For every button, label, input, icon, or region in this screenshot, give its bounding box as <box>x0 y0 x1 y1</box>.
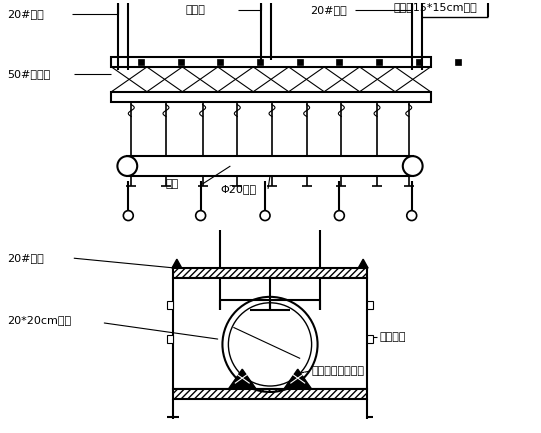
Text: Φ20钢筋: Φ20钢筋 <box>221 184 256 194</box>
Bar <box>173 268 367 278</box>
Text: 现状管线: 现状管线 <box>379 333 406 343</box>
Circle shape <box>334 210 344 220</box>
Text: 20#槽钢: 20#槽钢 <box>8 253 44 263</box>
Bar <box>337 59 342 65</box>
Bar <box>138 59 144 65</box>
Bar <box>456 59 461 65</box>
Polygon shape <box>358 259 368 268</box>
Circle shape <box>403 156 423 176</box>
Text: 钢丝绳: 钢丝绳 <box>186 6 206 16</box>
Text: 管缝: 管缝 <box>166 179 179 189</box>
Bar <box>167 301 173 309</box>
Bar <box>173 278 367 389</box>
Circle shape <box>196 210 206 220</box>
Text: 梁底垫15*15cm方木: 梁底垫15*15cm方木 <box>394 3 478 13</box>
Bar <box>367 336 373 343</box>
Polygon shape <box>228 369 256 389</box>
Bar <box>217 59 223 65</box>
Text: 20#槽钢: 20#槽钢 <box>8 10 44 19</box>
Circle shape <box>407 210 417 220</box>
Polygon shape <box>284 369 312 389</box>
Bar <box>167 336 173 343</box>
Bar <box>111 92 431 102</box>
Bar <box>257 59 263 65</box>
Text: 20#槽钢: 20#槽钢 <box>309 6 346 16</box>
Circle shape <box>260 210 270 220</box>
Polygon shape <box>172 259 182 268</box>
Text: 20*20cm方木: 20*20cm方木 <box>8 315 71 325</box>
Bar <box>376 59 382 65</box>
Text: 50#工字钢: 50#工字钢 <box>8 69 51 79</box>
Text: 钢楔子与槽钢满焊: 钢楔子与槽钢满焊 <box>312 366 365 376</box>
Bar <box>178 59 184 65</box>
Bar <box>173 389 367 399</box>
Circle shape <box>123 210 133 220</box>
Bar <box>367 301 373 309</box>
Bar <box>127 156 413 176</box>
Bar <box>111 57 431 67</box>
Bar <box>297 59 303 65</box>
Circle shape <box>117 156 137 176</box>
Bar <box>415 59 421 65</box>
